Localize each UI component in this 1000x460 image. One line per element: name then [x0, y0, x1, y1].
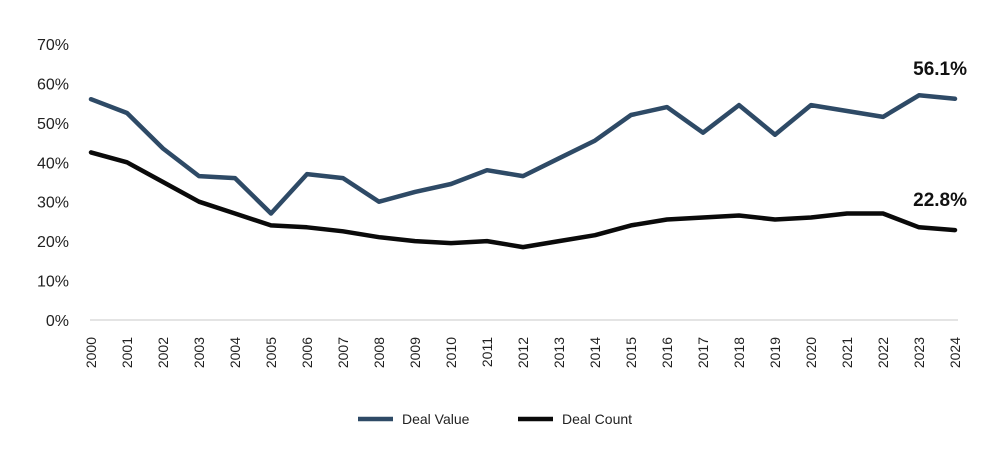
x-tick-label: 2002	[155, 337, 171, 368]
y-tick-label: 40%	[37, 155, 69, 172]
series-line-deal-value	[88, 93, 958, 216]
x-tick-label: 2017	[695, 337, 711, 368]
y-tick-label: 0%	[46, 313, 69, 330]
x-tick-label: 2023	[911, 337, 927, 368]
end-value-label: 22.8%	[913, 190, 967, 211]
end-value-label: 56.1%	[913, 59, 967, 80]
y-axis: 0% 10% 20% 30% 40% 50% 60% 70%	[37, 37, 69, 330]
x-tick-label: 2010	[443, 337, 459, 368]
series-layer	[88, 93, 958, 250]
x-tick-label: 2005	[263, 337, 279, 368]
x-tick-label: 2015	[623, 337, 639, 368]
x-tick-label: 2016	[659, 337, 675, 368]
end-labels: 56.1% 22.8%	[913, 59, 967, 211]
x-tick-label: 2022	[875, 337, 891, 368]
x-tick-label: 2006	[299, 337, 315, 368]
x-tick-label: 2020	[803, 337, 819, 368]
x-tick-label: 2004	[227, 337, 243, 368]
x-tick-label: 2003	[191, 337, 207, 368]
legend-label: Deal Count	[562, 411, 632, 427]
y-tick-label: 30%	[37, 195, 69, 212]
x-tick-label: 2001	[119, 337, 135, 368]
x-tick-label: 2024	[947, 337, 963, 368]
x-tick-label: 2008	[371, 337, 387, 368]
x-tick-label: 2014	[587, 337, 603, 368]
x-tick-label: 2021	[839, 337, 855, 368]
y-tick-label: 70%	[37, 37, 69, 54]
legend: Deal Value Deal Count	[358, 411, 632, 427]
y-tick-label: 10%	[37, 274, 69, 291]
legend-label: Deal Value	[402, 411, 470, 427]
x-tick-label: 2009	[407, 337, 423, 368]
x-tick-label: 2019	[767, 337, 783, 368]
x-tick-label: 2007	[335, 337, 351, 368]
x-tick-label: 2013	[551, 337, 567, 368]
x-tick-label: 2018	[731, 337, 747, 368]
y-tick-label: 50%	[37, 116, 69, 133]
y-tick-label: 60%	[37, 76, 69, 93]
x-tick-label: 2011	[479, 337, 495, 367]
x-tick-label: 2000	[83, 337, 99, 368]
x-axis: 2000 2001 2002 2003 2004 2005 2006 2007 2008 2009…	[83, 319, 963, 368]
x-tick-label: 2012	[515, 337, 531, 368]
series-line-deal-count	[88, 150, 958, 250]
y-tick-label: 20%	[37, 234, 69, 251]
